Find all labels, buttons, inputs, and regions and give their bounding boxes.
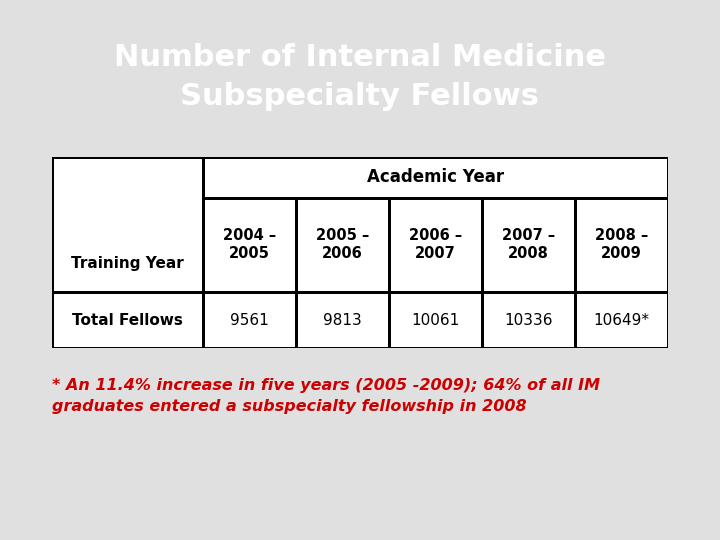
Text: Number of Internal Medicine
Subspecialty Fellows: Number of Internal Medicine Subspecialty… (114, 43, 606, 111)
Bar (296, 292, 389, 348)
Text: Total Fellows: Total Fellows (72, 313, 183, 328)
Text: Academic Year: Academic Year (367, 168, 504, 186)
Bar (389, 292, 482, 348)
Bar (203, 198, 296, 292)
Text: 2008 –
2009: 2008 – 2009 (595, 228, 648, 261)
Text: Training Year: Training Year (71, 256, 184, 271)
Bar (203, 157, 668, 198)
Bar (482, 292, 575, 348)
Bar (575, 198, 668, 292)
Bar (296, 198, 389, 292)
Text: 9561: 9561 (230, 313, 269, 328)
Bar (389, 198, 482, 292)
Text: 2004 –
2005: 2004 – 2005 (222, 228, 276, 261)
Bar (482, 198, 575, 292)
Text: 10061: 10061 (411, 313, 459, 328)
Text: 10336: 10336 (504, 313, 553, 328)
Text: 2005 –
2006: 2005 – 2006 (316, 228, 369, 261)
Text: 2007 –
2008: 2007 – 2008 (502, 228, 555, 261)
Text: 2006 –
2007: 2006 – 2007 (409, 228, 462, 261)
Bar (52, 157, 203, 292)
Text: 10649*: 10649* (593, 313, 649, 328)
Bar (52, 292, 203, 348)
Text: * An 11.4% increase in five years (2005 -2009); 64% of all IM
graduates entered : * An 11.4% increase in five years (2005 … (52, 378, 600, 414)
Bar (203, 292, 296, 348)
Text: 9813: 9813 (323, 313, 362, 328)
Bar (575, 292, 668, 348)
